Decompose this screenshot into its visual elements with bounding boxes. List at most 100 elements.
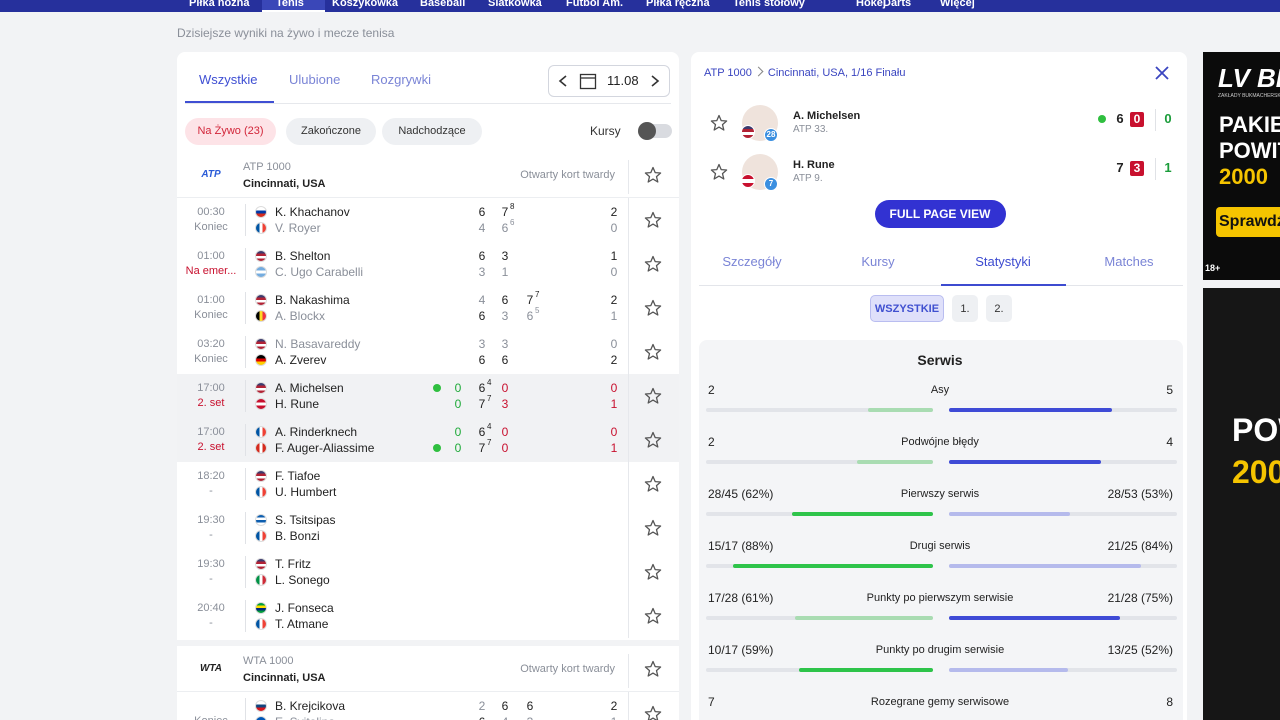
filter-pill[interactable] bbox=[382, 118, 482, 145]
player-flag bbox=[255, 426, 267, 438]
favorite-star-svg bbox=[644, 431, 662, 448]
nav-item[interactable]: Darts bbox=[883, 0, 912, 9]
match-divider bbox=[245, 380, 246, 412]
favorite-star[interactable] bbox=[644, 343, 662, 361]
star-shape bbox=[644, 475, 662, 492]
favorite-star[interactable] bbox=[644, 475, 662, 493]
tab[interactable]: Ulubione bbox=[289, 72, 341, 87]
chevron bbox=[651, 75, 660, 87]
favorite-star[interactable] bbox=[644, 255, 662, 273]
favorite-star-svg bbox=[710, 163, 728, 180]
ad-banner-2 bbox=[1203, 288, 1280, 720]
nav-item[interactable]: Tenis bbox=[276, 0, 304, 9]
stat-bar-home bbox=[733, 564, 933, 568]
player-flag bbox=[255, 222, 267, 234]
next-day[interactable] bbox=[649, 74, 661, 88]
filter-pill[interactable] bbox=[185, 118, 276, 145]
player-flag bbox=[255, 618, 267, 630]
serve-indicator bbox=[1098, 115, 1106, 123]
player-flag bbox=[255, 338, 267, 350]
column-divider bbox=[628, 242, 629, 286]
nav-item[interactable]: Tenis stołowy bbox=[733, 0, 805, 9]
favorite-star-svg bbox=[644, 705, 662, 720]
row-divider bbox=[177, 691, 679, 692]
star-shape bbox=[644, 299, 662, 316]
favorite-star[interactable] bbox=[644, 519, 662, 537]
player-flag bbox=[255, 310, 267, 322]
row-divider bbox=[177, 197, 679, 198]
favorite-star[interactable] bbox=[644, 166, 662, 184]
tab[interactable]: Wszystkie bbox=[199, 72, 258, 87]
stat-bar-home bbox=[868, 408, 933, 412]
stats-box bbox=[699, 340, 1183, 720]
column-divider bbox=[628, 160, 629, 194]
breadcrumb-item[interactable]: ATP 1000 bbox=[704, 67, 752, 79]
ad-cta[interactable] bbox=[1216, 207, 1280, 237]
live-row-bg bbox=[177, 418, 679, 462]
prev-day-svg bbox=[558, 75, 567, 87]
favorite-star[interactable] bbox=[644, 660, 662, 678]
period-pill[interactable] bbox=[986, 295, 1012, 322]
period-pill[interactable] bbox=[870, 295, 944, 322]
favorite-star[interactable] bbox=[644, 705, 662, 720]
nav-item[interactable]: Siatkówka bbox=[488, 0, 542, 9]
calendar-icon[interactable] bbox=[579, 72, 597, 90]
nav-item[interactable]: Baseball bbox=[420, 0, 466, 9]
nav-item[interactable]: Piłka ręczna bbox=[646, 0, 710, 9]
stat-bar-away bbox=[949, 512, 1070, 516]
nav-item[interactable]: Futbol Am. bbox=[566, 0, 624, 9]
filter-pill[interactable] bbox=[286, 118, 376, 145]
match-divider bbox=[245, 600, 246, 632]
column-divider bbox=[628, 654, 629, 688]
column-divider bbox=[628, 286, 629, 330]
favorite-star[interactable] bbox=[644, 211, 662, 229]
star-shape bbox=[644, 519, 662, 536]
favorite-star-svg bbox=[644, 211, 662, 228]
favorite-star[interactable] bbox=[644, 431, 662, 449]
player-flag bbox=[255, 442, 267, 454]
favorite-star[interactable] bbox=[644, 299, 662, 317]
breadcrumb-item[interactable]: Cincinnati, USA, 1/16 Finału bbox=[767, 67, 906, 79]
match-divider bbox=[245, 468, 246, 500]
stat-bar-home bbox=[857, 460, 933, 464]
detail-tab[interactable]: Kursy bbox=[861, 254, 895, 269]
nav-item[interactable]: Więcej bbox=[940, 0, 975, 9]
player-flag bbox=[255, 486, 267, 498]
period-pill[interactable] bbox=[952, 295, 978, 322]
nav-item[interactable]: Koszykówka bbox=[332, 0, 399, 9]
close-button-svg bbox=[1155, 66, 1169, 80]
match-divider bbox=[245, 698, 246, 720]
favorite-star[interactable] bbox=[710, 163, 728, 181]
detail-tab[interactable]: Szczegóły bbox=[722, 254, 782, 269]
favorite-star[interactable] bbox=[710, 114, 728, 132]
favorite-star[interactable] bbox=[644, 607, 662, 625]
tab-divider bbox=[185, 103, 671, 104]
favorite-star-svg bbox=[644, 563, 662, 580]
prev-day[interactable] bbox=[557, 74, 569, 88]
star-shape bbox=[644, 211, 662, 228]
favorite-star[interactable] bbox=[644, 563, 662, 581]
avatar-flag bbox=[741, 174, 755, 188]
favorite-star[interactable] bbox=[644, 387, 662, 405]
nav-item[interactable]: Piłka nożna bbox=[189, 0, 250, 9]
favorite-star-svg bbox=[644, 660, 662, 677]
stat-track bbox=[706, 460, 933, 464]
favorite-star-svg bbox=[644, 343, 662, 360]
close-button[interactable] bbox=[1155, 66, 1169, 80]
detail-tab[interactable]: Statystyki bbox=[975, 254, 1031, 269]
column-divider bbox=[628, 692, 629, 720]
live-row-bg bbox=[177, 374, 679, 418]
date-box bbox=[548, 65, 670, 97]
detail-tab[interactable]: Matches bbox=[1104, 254, 1154, 269]
nav-item[interactable]: Hokej bbox=[856, 0, 886, 9]
star-shape bbox=[710, 114, 728, 131]
star-shape bbox=[644, 660, 662, 677]
full-page-button[interactable] bbox=[875, 200, 1006, 228]
match-divider bbox=[245, 424, 246, 456]
tab[interactable]: Rozgrywki bbox=[371, 72, 431, 87]
chevron bbox=[558, 75, 567, 87]
match-divider bbox=[245, 336, 246, 368]
favorite-star-svg bbox=[644, 475, 662, 492]
match-divider bbox=[245, 204, 246, 236]
